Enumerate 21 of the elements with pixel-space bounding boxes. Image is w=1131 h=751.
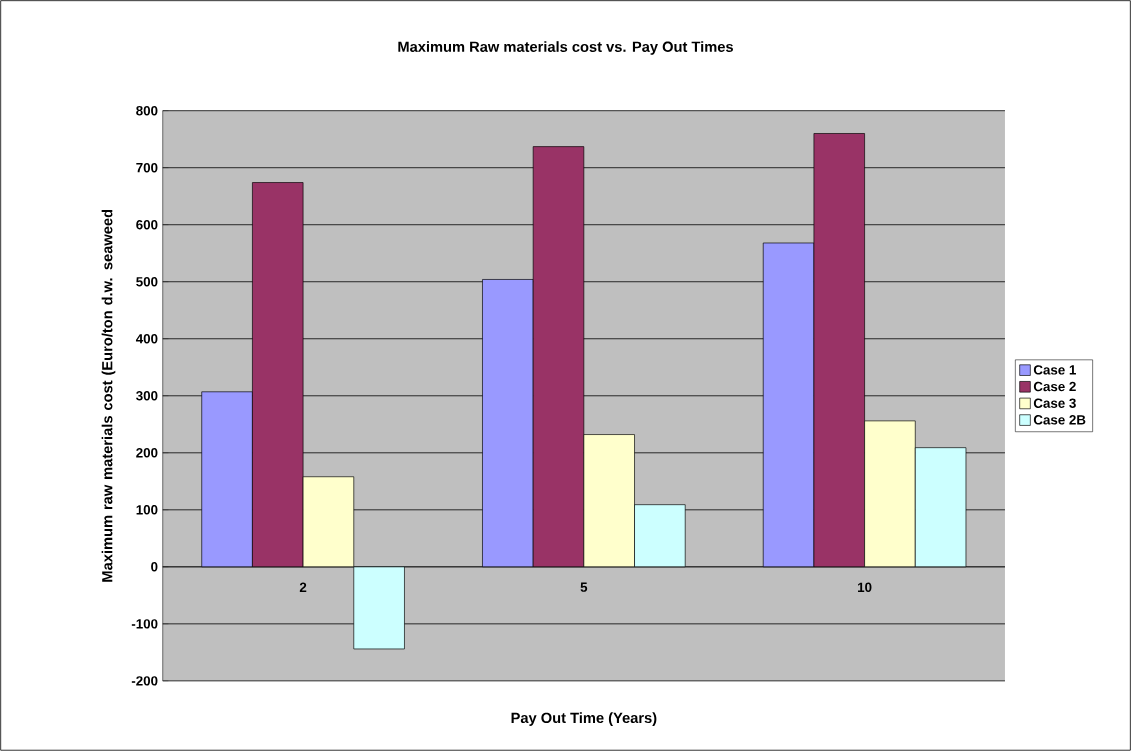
y-tick-label: 700 [136,163,158,173]
legend-label: Case 1 [1033,365,1076,375]
legend-label: Case 3 [1033,398,1076,408]
x-tick-label: 5 [580,582,588,592]
legend-label: Case 2B [1033,415,1086,425]
y-tick-label: 800 [136,106,158,116]
y-tick-label: 100 [136,505,158,515]
x-tick-label: 10 [858,582,872,593]
y-axis-title: Maximum raw materials cost (Euro/ton d.w. seaweed [101,209,116,582]
y-tick-label: 0 [151,562,158,572]
legend-label: Case 2 [1033,381,1076,392]
x-tick-label: 2 [299,582,307,592]
chart-title: Maximum Raw materials cost vs. Pay Out Times [398,41,733,55]
y-tick-label: 600 [136,220,158,230]
y-tick-label: -100 [131,619,158,629]
y-tick-label: -200 [131,676,158,686]
y-tick-label: 300 [136,391,158,401]
y-tick-label: 200 [136,448,158,458]
x-axis-title: Pay Out Time (Years) [511,712,657,726]
y-tick-label: 500 [136,277,158,287]
y-tick-label: 400 [135,334,158,344]
